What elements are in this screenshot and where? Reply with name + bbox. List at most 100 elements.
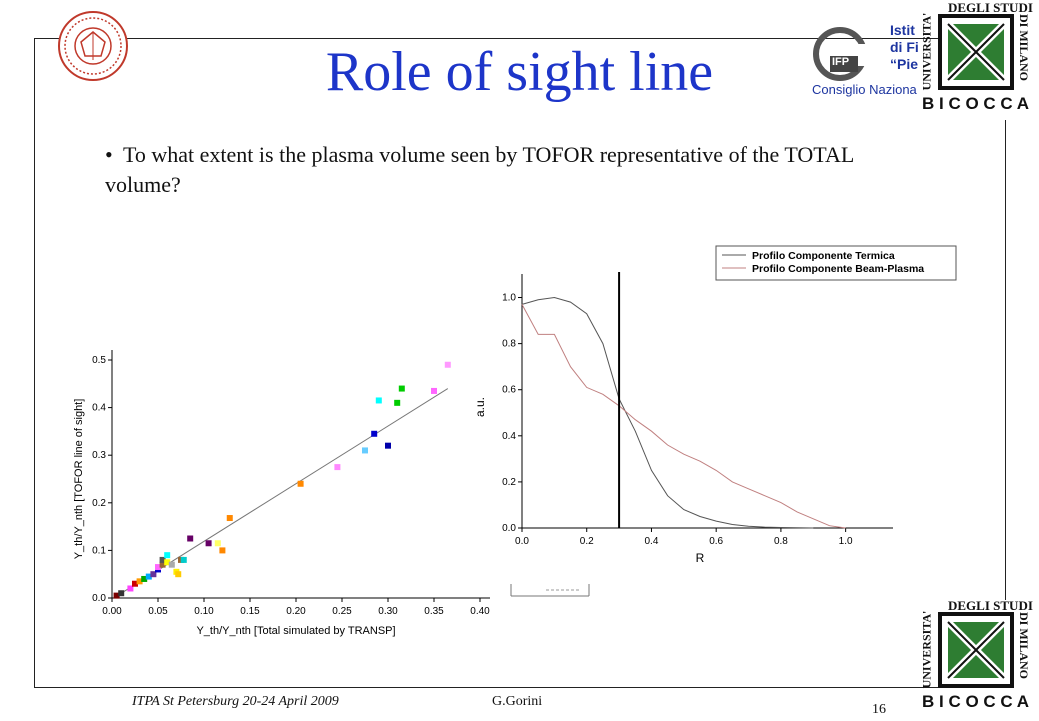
data-point bbox=[136, 578, 143, 585]
x-tick-label: 0.2 bbox=[580, 536, 594, 547]
series-line bbox=[521, 304, 846, 529]
data-point bbox=[226, 515, 233, 522]
y-axis-label: Y_th/Y_nth [TOFOR line of sight] bbox=[73, 399, 85, 560]
data-point bbox=[385, 442, 391, 449]
cnr-logo: IFP Istit di Fi “Pie Consiglio Naziona bbox=[812, 20, 922, 102]
cnr-text-line2: di Fi bbox=[890, 39, 919, 55]
slide-title: Role of sight line bbox=[325, 41, 714, 103]
y-tick-label: 0.2 bbox=[502, 477, 516, 488]
profile-line-chart-svg: 0.0 0.2 0.4 0.6 0.8 1.0 0.0 0.2 0.4 0.6 0.8 1.0 Ra.u… bbox=[468, 238, 968, 578]
legend-box bbox=[715, 245, 957, 281]
x-tick-label: 0.0 bbox=[515, 536, 529, 547]
x-tick-label: 0.10 bbox=[194, 606, 214, 617]
unimib-top-text: DEGLI STUDI bbox=[948, 0, 1033, 15]
data-point bbox=[118, 590, 125, 597]
scatter-chart-svg: 0.00 0.05 0.10 0.15 0.20 0.25 0.30 0.35 0.40 0.0 0… bbox=[73, 350, 490, 637]
data-point bbox=[159, 556, 166, 563]
data-point bbox=[155, 564, 161, 571]
cnr-badge: IFP bbox=[832, 56, 850, 68]
y-tick-label: 1.0 bbox=[502, 293, 516, 304]
x-axis-label: Y_th/Y_nth [Total simulated by TRANSP] bbox=[196, 625, 395, 637]
unimib-top-text: DEGLI STUDI bbox=[948, 598, 1033, 613]
y-tick-label: 0.0 bbox=[92, 593, 106, 604]
unimib-left-text: UNIVERSITA' bbox=[919, 610, 934, 689]
bullet-dot-icon: • bbox=[105, 142, 113, 167]
y-tick-label: 0.4 bbox=[92, 403, 106, 414]
footer-event: ITPA St Petersburg 20-24 April 2009 bbox=[132, 694, 339, 709]
data-point bbox=[219, 547, 226, 554]
y-tick-label: 0.0 bbox=[502, 523, 516, 534]
y-tick-label: 0.2 bbox=[92, 498, 106, 509]
data-point bbox=[175, 571, 182, 578]
university-seal-icon bbox=[56, 4, 130, 88]
x-axis-label: R bbox=[696, 551, 705, 565]
data-point bbox=[394, 399, 401, 406]
x-tick-label: 0.30 bbox=[378, 606, 398, 617]
scatter-chart: 0.00 0.05 0.10 0.15 0.20 0.25 0.30 0.35 0.40 0.0 0… bbox=[68, 330, 498, 650]
x-tick-label: 0.40 bbox=[470, 606, 490, 617]
data-point bbox=[141, 575, 148, 582]
x-tick-label: 0.25 bbox=[332, 606, 352, 617]
x-tick-label: 0.8 bbox=[774, 536, 788, 547]
x-tick-label: 0.15 bbox=[240, 606, 260, 617]
data-point bbox=[180, 556, 187, 563]
x-tick-label: 0.35 bbox=[424, 606, 444, 617]
x-tick-label: 1.0 bbox=[839, 536, 853, 547]
slide-frame-top bbox=[34, 38, 1006, 39]
data-point bbox=[159, 561, 166, 568]
chart-background bbox=[468, 238, 968, 578]
y-tick-label: 0.4 bbox=[502, 431, 516, 442]
slide-frame-right bbox=[1005, 120, 1006, 600]
y-tick-label: 0.8 bbox=[502, 339, 516, 350]
data-point bbox=[168, 561, 175, 568]
y-tick-label: 0.1 bbox=[92, 545, 106, 556]
data-point bbox=[371, 430, 378, 437]
y-tick-label: 0.6 bbox=[502, 385, 516, 396]
data-point bbox=[164, 552, 171, 559]
data-point bbox=[150, 571, 157, 578]
unimib-bottom-text: B I C O C C A bbox=[922, 692, 1030, 711]
x-tick-label: 0.00 bbox=[102, 606, 122, 617]
cnr-text-line1: Istit bbox=[890, 22, 915, 38]
bullet-point: • To what extent is the plasma volume see… bbox=[105, 140, 865, 200]
x-tick-label: 0.6 bbox=[709, 536, 723, 547]
data-point bbox=[214, 540, 221, 547]
data-point bbox=[297, 480, 304, 487]
data-point bbox=[127, 585, 134, 592]
data-point bbox=[145, 573, 152, 580]
unimib-right-text: DI MILANO bbox=[1017, 611, 1032, 680]
unimib-logo-top: DEGLI STUDI UNIVERSITA' DI MILANO B I C … bbox=[918, 0, 1036, 118]
slide-frame-bottom bbox=[34, 687, 1006, 688]
data-point bbox=[444, 361, 451, 368]
data-point bbox=[375, 397, 382, 404]
y-tick-label: 0.5 bbox=[92, 355, 106, 366]
data-point bbox=[431, 387, 437, 394]
cnr-text-line3: “Pie bbox=[890, 56, 919, 72]
bullet-text: To what extent is the plasma volume seen… bbox=[105, 142, 854, 197]
legend-label: Profilo Componente Termica bbox=[752, 250, 895, 262]
data-point bbox=[187, 535, 194, 542]
x-tick-label: 0.05 bbox=[148, 606, 168, 617]
footer-author: G.Gorini bbox=[492, 694, 543, 709]
data-point bbox=[362, 447, 368, 454]
data-point bbox=[113, 592, 120, 599]
slide-frame-left bbox=[34, 38, 35, 688]
cnr-caption: Consiglio Naziona bbox=[812, 82, 917, 97]
y-tick-label: 0.3 bbox=[92, 450, 106, 461]
data-point bbox=[398, 385, 405, 392]
y-axis-label: a.u. bbox=[473, 397, 487, 417]
page-number: 16 bbox=[872, 702, 886, 717]
fit-line bbox=[120, 388, 449, 594]
series-line bbox=[521, 296, 814, 529]
unimib-bottom-text: B I C O C C A bbox=[922, 94, 1030, 113]
x-tick-label: 0.4 bbox=[645, 536, 659, 547]
data-point bbox=[132, 580, 138, 587]
data-point bbox=[205, 540, 212, 547]
chart-fragment bbox=[510, 584, 590, 598]
legend-label: Profilo Componente Beam-Plasma bbox=[752, 263, 924, 275]
data-point bbox=[164, 559, 171, 566]
unimib-logo-bottom: DEGLI STUDI UNIVERSITA' DI MILANO B I C … bbox=[918, 598, 1036, 716]
x-tick-label: 0.20 bbox=[286, 606, 306, 617]
data-point bbox=[334, 464, 341, 471]
